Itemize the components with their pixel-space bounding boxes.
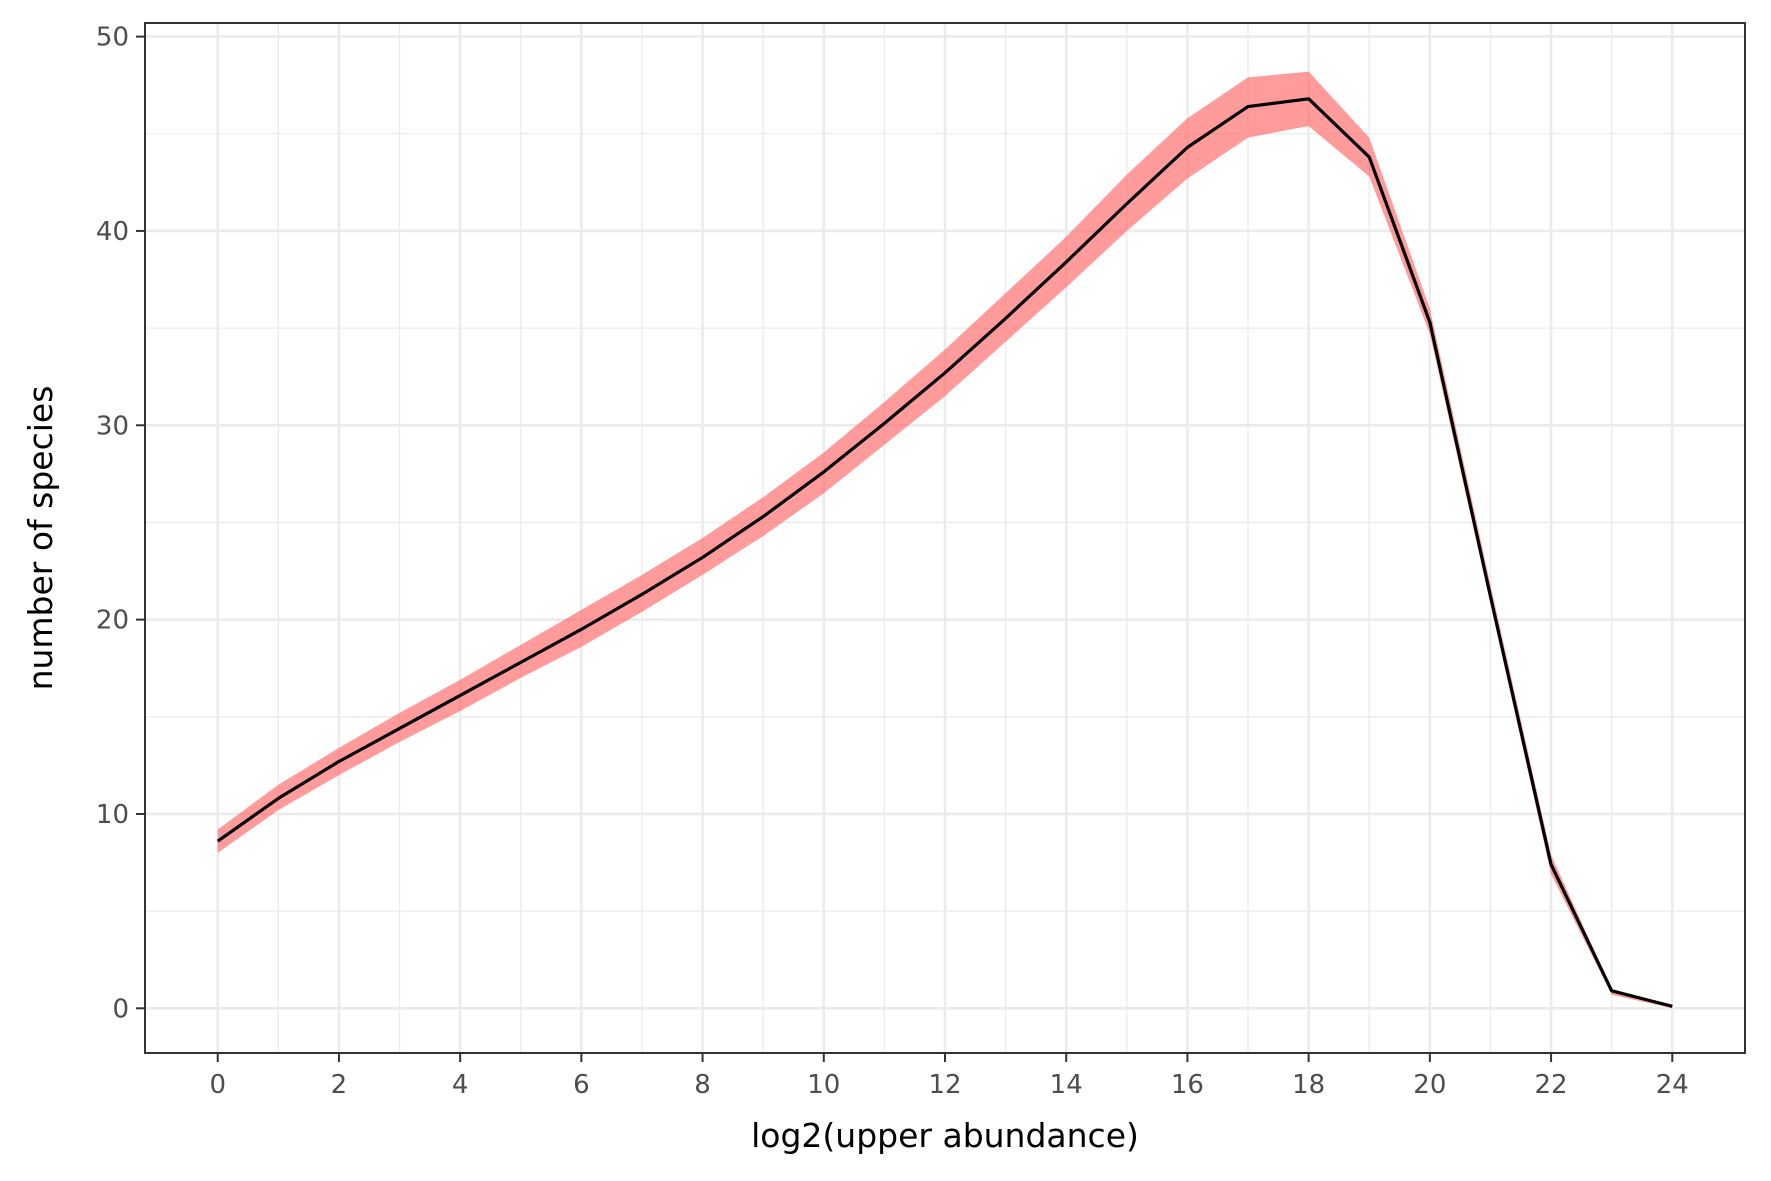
x-tick-label: 16 [1171,1070,1204,1100]
series-line [216,97,1673,1008]
x-tick-label: 20 [1413,1070,1446,1100]
x-tick-label: 12 [928,1070,961,1100]
x-tick-label: 22 [1535,1070,1568,1100]
y-tick-label: 50 [96,23,129,53]
x-tick-label: 2 [331,1070,348,1100]
x-axis-title: log2(upper abundance) [751,1116,1139,1155]
x-axis: 0 2 4 6 8 10 12 14 16 18 20 22 24 [209,1053,1689,1100]
major-gridlines [145,23,1745,1053]
y-tick-label: 20 [96,606,129,636]
x-tick-label: 18 [1292,1070,1325,1100]
y-axis-title: number of species [21,386,60,691]
x-tick-label: 14 [1050,1070,1083,1100]
x-tick-label: 24 [1656,1070,1689,1100]
series-lines [216,97,1673,1008]
x-tick-label: 0 [209,1070,226,1100]
x-tick-label: 10 [807,1070,840,1100]
y-tick-label: 0 [112,994,129,1024]
x-tick-label: 6 [573,1070,590,1100]
y-tick-label: 10 [96,800,129,830]
y-axis: 0 10 20 30 40 50 [96,23,145,1024]
y-tick-label: 30 [96,411,129,441]
y-tick-label: 40 [96,217,129,247]
x-tick-label: 8 [694,1070,711,1100]
x-tick-label: 4 [452,1070,469,1100]
